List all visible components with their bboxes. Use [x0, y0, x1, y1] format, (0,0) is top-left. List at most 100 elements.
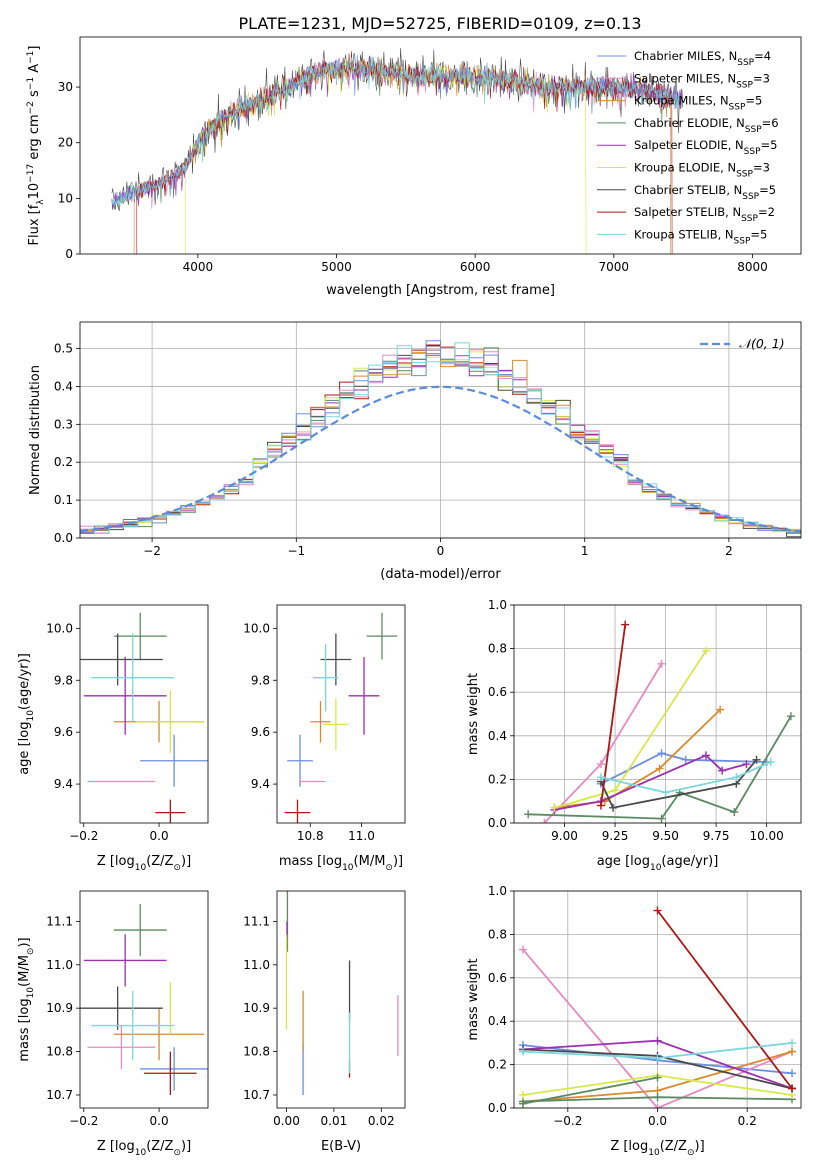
x-tick-label: 9.00	[551, 829, 578, 843]
label-part: Flux [f	[27, 204, 42, 245]
label-part: ⊙	[687, 1148, 695, 1158]
label-part: 10	[342, 863, 354, 873]
weight-line-salpeter_miles	[522, 949, 793, 1108]
y-tick-label: 10.9	[243, 1001, 270, 1015]
y-tick-label: 0.0	[488, 816, 507, 830]
label-part: E(B-V)	[321, 1139, 361, 1154]
label-part: (M/M	[17, 955, 32, 987]
label-part: A	[27, 64, 42, 77]
x-tick-label: 7000	[599, 260, 630, 274]
y-tick-label: 0.8	[488, 642, 507, 656]
x-tick-label: 11.0	[348, 829, 375, 843]
legend-label: 𝒩(0, 1)	[739, 336, 785, 351]
x-tick-label: 0.00	[273, 1114, 300, 1128]
label-part: SSP	[736, 170, 753, 180]
label-part: =3	[753, 71, 770, 85]
y-tick-label: 9.6	[251, 725, 270, 739]
axes: −2 −1 0 1 2 0.0 0.1 0.2 0.3 0.4 0.5 (data-model)/er…	[28, 321, 802, 582]
label-part: (Z/Z	[146, 1139, 173, 1154]
legend-label: Salpeter MILES, NSSP=3	[634, 71, 770, 90]
y-tick-label: 30	[58, 80, 73, 94]
x-axis-label: wavelength [Angstrom, rest frame]	[326, 283, 555, 298]
label-part: Salpeter STELIB, N	[634, 205, 741, 219]
label-part: (Z/Z	[146, 854, 173, 869]
label-part: SSP	[736, 80, 753, 90]
label-part: 10	[26, 710, 36, 722]
x-axis-label: age [log10(age/yr)]	[597, 854, 719, 873]
spectrum-chart: 4000 5000 6000 7000 8000 0 10 20 30 wavelength [A…	[26, 36, 802, 298]
label-part: 10	[648, 1148, 660, 1158]
label-part: =5	[759, 183, 776, 197]
weight_vs_Z-chart: −0.2 0.0 0.2 0.0 0.2 0.4 0.6 0.8 1.0 Z [log10(Z/Z…	[466, 884, 802, 1158]
weight_vs_age-chart: 9.00 9.25 9.50 9.75 10.00 0.0 0.2 0.4 0.6 0.8 1.0 a…	[466, 598, 802, 873]
x-tick-label: 2	[725, 544, 733, 558]
y-tick-label: 9.6	[54, 725, 73, 739]
y-tick-label: 0.2	[488, 1058, 507, 1072]
label-part: (M/M	[354, 854, 386, 869]
y-tick-label: 10.7	[46, 1088, 73, 1102]
label-part: SSP	[741, 214, 758, 224]
label-part: SSP	[729, 103, 746, 113]
label-part: mass [log	[17, 998, 32, 1061]
mass_vs_ebv-chart: 0.00 0.01 0.02 10.7 10.8 10.9 11.0 11.1 E(B-V)	[243, 890, 406, 1154]
residual-legend: 𝒩(0, 1)	[700, 336, 785, 351]
weight-line-chabrier_miles	[600, 752, 767, 785]
label-part: )]	[17, 937, 32, 947]
axes: −0.2 0.09.49.69.810.0Z [log10(Z/Z⊙)]age […	[17, 604, 209, 873]
label-part: ⊙	[26, 948, 36, 956]
y-tick-label: 0.2	[488, 772, 507, 786]
label-part: ⊙	[173, 1148, 181, 1158]
y-tick-label: 20	[58, 136, 73, 150]
x-tick-label: −0.2	[69, 829, 98, 843]
legend-label: Chabrier MILES, NSSP=4	[634, 49, 771, 68]
label-part: Chabrier STELIB, N	[634, 183, 742, 197]
label-part: 10	[135, 863, 147, 873]
y-tick-label: 0.6	[488, 685, 507, 699]
y-axis-label: age [log10(age/yr)]	[17, 653, 36, 775]
weight-line-kroupa_miles	[554, 708, 721, 809]
plot-area	[518, 906, 797, 1108]
x-tick-label: 4000	[183, 260, 214, 274]
residuals-chart: −2 −1 0 1 2 0.0 0.1 0.2 0.3 0.4 0.5 (data-model)/er…	[28, 321, 802, 582]
label-part: )]	[393, 854, 403, 869]
y-tick-label: 0.3	[54, 417, 73, 431]
label-part: SSP	[742, 192, 759, 202]
y-tick-label: 0.0	[488, 1101, 507, 1115]
x-tick-label: 9.50	[652, 829, 679, 843]
label-part: −2	[26, 101, 36, 114]
label-part: mass [log	[279, 854, 342, 869]
axes: 4000 5000 6000 7000 8000 0 10 20 30 wavelength [A…	[26, 36, 802, 298]
x-tick-label: −0.2	[69, 1114, 98, 1128]
label-part: 10	[27, 183, 42, 200]
y-tick-label: 0.4	[54, 379, 73, 393]
spectrum-legend: Chabrier MILES, NSSP=4 Salpeter MILES, NS…	[597, 49, 779, 246]
y-tick-label: 11.1	[243, 914, 270, 928]
x-tick-label: 0.01	[321, 1114, 348, 1128]
legend-label: Salpeter ELODIE, NSSP=5	[634, 138, 777, 157]
axes-frame	[513, 890, 802, 1109]
axes: 0.00 0.01 0.02 10.7 10.8 10.9 11.0 11.1 E(B-V)	[243, 890, 406, 1154]
label-part: Kroupa MILES, N	[634, 94, 729, 108]
plot-area	[111, 48, 683, 254]
label-part: Chabrier ELODIE, N	[634, 116, 745, 130]
x-tick-label: 0.2	[738, 1114, 757, 1128]
y-tick-label: 0.4	[488, 1014, 507, 1028]
age_vs_Z-chart: −0.2 0.09.49.69.810.0Z [log10(Z/Z⊙)]age […	[17, 604, 209, 873]
label-part: Z [log	[610, 1139, 648, 1154]
axes-frame	[79, 890, 209, 1109]
label-part: Salpeter ELODIE, N	[634, 138, 744, 152]
label-part: −1	[26, 51, 36, 64]
label-part: 10	[650, 863, 662, 873]
y-tick-label: 10.9	[46, 1001, 73, 1015]
x-tick-label: 0	[437, 544, 445, 558]
spectrum-series-chabrier_miles	[111, 54, 683, 206]
x-tick-label: 9.25	[602, 829, 629, 843]
x-tick-label: −0.2	[553, 1114, 582, 1128]
label-part: =4	[754, 49, 771, 63]
axes-frame	[276, 890, 406, 1109]
age_vs_mass-chart: 10.8 11.0 9.4 9.6 9.8 10.0 mass [log10(M/M⊙)]	[243, 604, 406, 873]
label-part: wavelength [Angstrom, rest frame]	[326, 283, 555, 298]
legend-label: Kroupa MILES, NSSP=5	[634, 94, 762, 113]
x-tick-label: 6000	[460, 260, 491, 274]
axes-frame	[79, 321, 802, 539]
